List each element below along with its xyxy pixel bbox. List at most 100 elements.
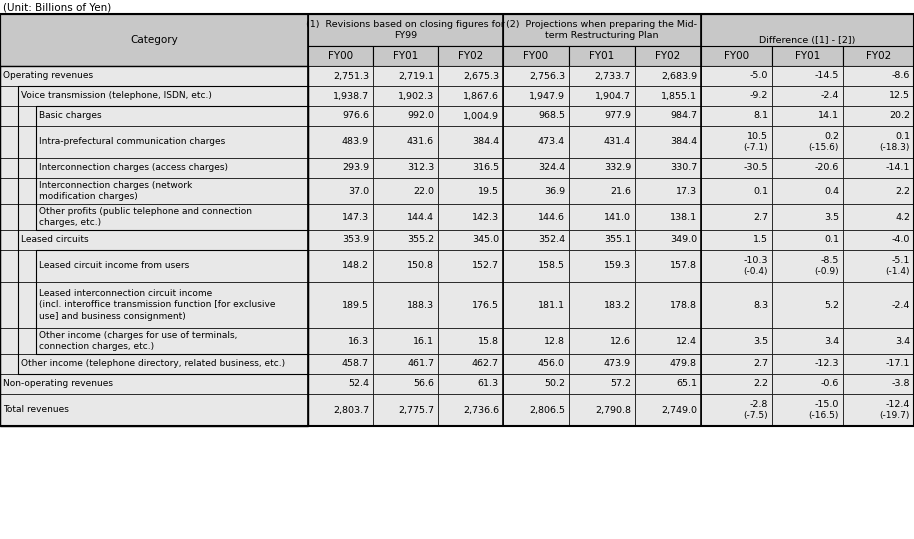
Bar xyxy=(569,106,635,126)
Text: FY00: FY00 xyxy=(328,51,353,61)
Text: 1,902.3: 1,902.3 xyxy=(398,92,434,100)
Bar xyxy=(701,106,772,126)
Text: Category: Category xyxy=(130,35,178,45)
Text: 15.8: 15.8 xyxy=(478,336,499,345)
Bar xyxy=(701,14,914,66)
Bar xyxy=(308,354,373,374)
Text: FY00: FY00 xyxy=(524,51,548,61)
Text: 2,719.1: 2,719.1 xyxy=(398,72,434,80)
Bar xyxy=(772,46,843,66)
Text: 159.3: 159.3 xyxy=(604,261,631,271)
Text: -2.4: -2.4 xyxy=(892,301,910,309)
Bar xyxy=(843,158,914,178)
Bar xyxy=(635,230,701,250)
Text: -12.3: -12.3 xyxy=(814,360,839,369)
Bar xyxy=(701,282,772,328)
Text: 14.1: 14.1 xyxy=(818,112,839,121)
Bar xyxy=(772,178,843,204)
Text: 142.3: 142.3 xyxy=(472,212,499,222)
Text: -9.2: -9.2 xyxy=(749,92,768,100)
Text: 2,751.3: 2,751.3 xyxy=(333,72,369,80)
Bar xyxy=(772,354,843,374)
Bar xyxy=(0,178,308,204)
Bar xyxy=(373,394,438,426)
Text: 3.5: 3.5 xyxy=(753,336,768,345)
Bar xyxy=(843,126,914,158)
Text: 2,733.7: 2,733.7 xyxy=(595,72,631,80)
Bar xyxy=(308,106,373,126)
Text: 183.2: 183.2 xyxy=(604,301,631,309)
Bar xyxy=(308,66,373,86)
Bar xyxy=(569,230,635,250)
Bar xyxy=(308,394,373,426)
Bar xyxy=(308,126,373,158)
Text: (Unit: Billions of Yen): (Unit: Billions of Yen) xyxy=(3,3,112,13)
Bar xyxy=(635,354,701,374)
Text: FY01: FY01 xyxy=(590,51,614,61)
Text: 12.4: 12.4 xyxy=(676,336,697,345)
Text: -14.5: -14.5 xyxy=(814,72,839,80)
Text: 144.4: 144.4 xyxy=(407,212,434,222)
Text: 50.2: 50.2 xyxy=(544,379,565,389)
Bar xyxy=(0,282,308,328)
Bar xyxy=(569,86,635,106)
Bar xyxy=(772,66,843,86)
Text: 1,867.6: 1,867.6 xyxy=(463,92,499,100)
Text: 355.1: 355.1 xyxy=(604,236,631,245)
Text: 12.6: 12.6 xyxy=(610,336,631,345)
Text: 152.7: 152.7 xyxy=(472,261,499,271)
Bar xyxy=(503,46,569,66)
Bar xyxy=(373,86,438,106)
Text: 2.7: 2.7 xyxy=(753,212,768,222)
Text: FY00: FY00 xyxy=(724,51,749,61)
Text: 141.0: 141.0 xyxy=(604,212,631,222)
Text: (2)  Projections when preparing the Mid-
term Restructuring Plan: (2) Projections when preparing the Mid- … xyxy=(506,20,697,40)
Bar xyxy=(635,282,701,328)
Bar xyxy=(503,66,569,86)
Bar xyxy=(843,394,914,426)
Bar xyxy=(438,178,503,204)
Bar xyxy=(503,178,569,204)
Bar xyxy=(438,204,503,230)
Text: -30.5: -30.5 xyxy=(743,163,768,172)
Text: 384.4: 384.4 xyxy=(472,137,499,147)
Text: 312.3: 312.3 xyxy=(407,163,434,172)
Text: 473.9: 473.9 xyxy=(604,360,631,369)
Text: 316.5: 316.5 xyxy=(472,163,499,172)
Bar xyxy=(569,178,635,204)
Text: 181.1: 181.1 xyxy=(538,301,565,309)
Bar xyxy=(36,106,308,230)
Text: 2,775.7: 2,775.7 xyxy=(398,405,434,414)
Text: 349.0: 349.0 xyxy=(670,236,697,245)
Bar xyxy=(843,106,914,126)
Text: 2,736.6: 2,736.6 xyxy=(462,405,499,414)
Text: 0.1: 0.1 xyxy=(895,132,910,141)
Text: 157.8: 157.8 xyxy=(670,261,697,271)
Bar xyxy=(843,204,914,230)
Bar xyxy=(308,86,373,106)
Text: FY02: FY02 xyxy=(655,51,681,61)
Bar xyxy=(635,394,701,426)
Bar xyxy=(569,394,635,426)
Bar xyxy=(308,374,373,394)
Text: 176.5: 176.5 xyxy=(472,301,499,309)
Bar xyxy=(0,230,308,250)
Bar xyxy=(772,250,843,282)
Text: 324.4: 324.4 xyxy=(537,163,565,172)
Bar xyxy=(0,394,308,426)
Text: Basic charges: Basic charges xyxy=(39,112,101,121)
Text: 178.8: 178.8 xyxy=(670,301,697,309)
Text: 977.9: 977.9 xyxy=(604,112,631,121)
Text: 2.2: 2.2 xyxy=(753,379,768,389)
Text: (-16.5): (-16.5) xyxy=(809,411,839,420)
Text: FY01: FY01 xyxy=(393,51,418,61)
Bar xyxy=(569,158,635,178)
Text: 1,855.1: 1,855.1 xyxy=(661,92,697,100)
Text: 2.7: 2.7 xyxy=(753,360,768,369)
Text: 2,749.0: 2,749.0 xyxy=(661,405,697,414)
Bar xyxy=(308,328,373,354)
Bar xyxy=(373,354,438,374)
Text: 1,938.7: 1,938.7 xyxy=(333,92,369,100)
Bar xyxy=(373,46,438,66)
Bar xyxy=(772,86,843,106)
